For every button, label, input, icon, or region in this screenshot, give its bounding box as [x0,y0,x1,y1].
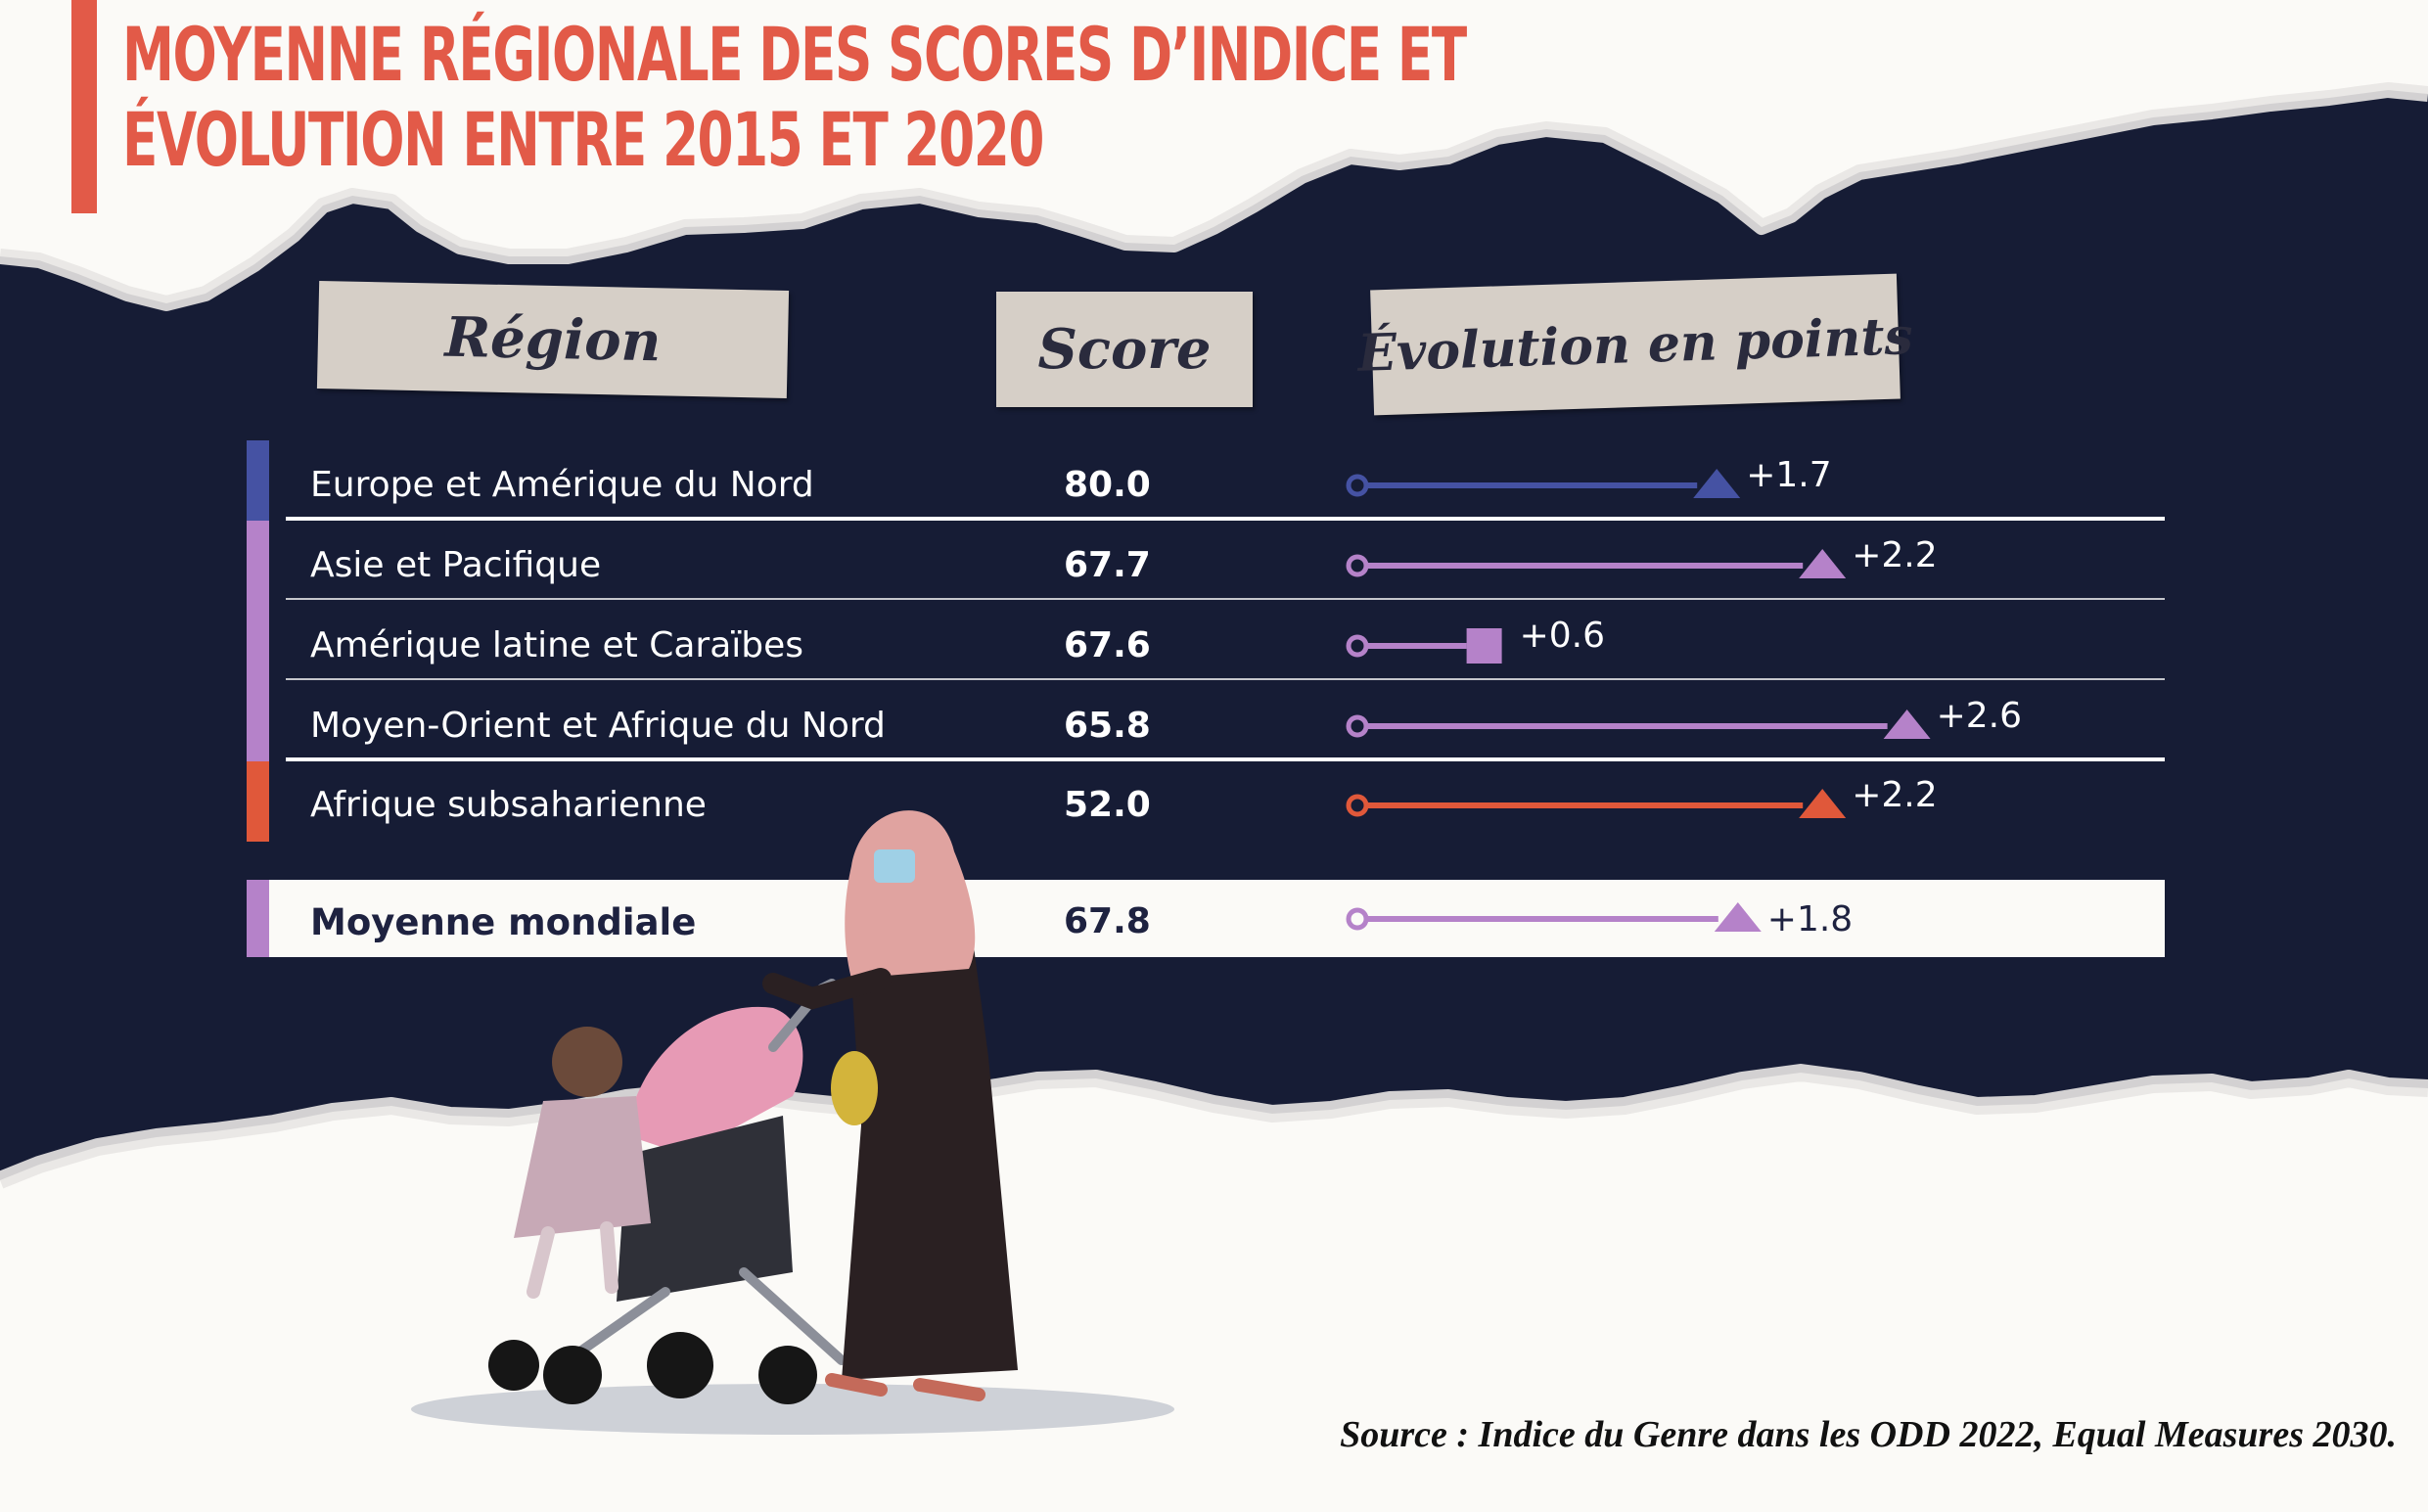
title-accent-bar [71,0,97,213]
world-average-accent [247,880,269,957]
torn-edge-bottom [0,1064,2428,1189]
evolution-start-dot [1346,474,1369,497]
score-value: 80.0 [1064,465,1151,505]
mother-hijab [845,810,976,979]
evolution-triangle-marker [1799,549,1847,578]
row-accent-bar [247,440,269,521]
evolution-triangle-marker [1883,710,1931,739]
score-value: 67.6 [1064,625,1151,665]
world-average-row [247,880,2165,957]
world-evolution-triangle-marker [1714,902,1762,932]
evolution-label: +1.7 [1746,455,1832,495]
score-value: 67.7 [1064,545,1151,585]
stroller-wheel-2 [543,1346,602,1404]
evolution-label: +2.2 [1852,775,1938,815]
chart-title-line-2: ÉVOLUTION ENTRE 2015 ET 2020 [122,96,1044,183]
child-legs [527,1221,618,1299]
evolution-start-dot [1346,634,1369,658]
row-accent-bar [247,761,269,842]
torn-edge-top [0,82,2428,311]
row-accent-bar [247,521,269,761]
evolution-triangle-marker [1799,789,1847,818]
score-value: 52.0 [1064,785,1151,825]
evolution-start-dot [1346,794,1369,817]
column-header-score: Score [996,292,1253,407]
world-average-label: Moyenne mondiale [310,901,697,943]
region-label: Asie et Pacifique [310,545,602,585]
source-note: Source : Indice du Genre dans les ODD 20… [1340,1414,2397,1455]
evolution-start-dot [1346,554,1369,577]
evolution-label: +2.2 [1852,535,1938,575]
stroller-wheel-1 [488,1340,539,1391]
region-label: Amérique latine et Caraïbes [310,625,804,665]
evolution-label: +2.6 [1936,696,2023,736]
mother-handbag [831,1051,878,1125]
stroller-seat [617,1116,793,1302]
mother-dress [842,910,1018,1380]
column-header-score-text: Score [1037,317,1212,382]
stroller-wheel-3 [647,1332,713,1398]
mother-arm [762,968,892,1010]
child-dress [514,1096,651,1238]
evolution-square-marker [1466,628,1502,664]
stroller-canopy [626,1006,803,1155]
world-average-score: 67.8 [1064,901,1151,941]
evolution-triangle-marker [1693,469,1741,498]
region-label: Europe et Amérique du Nord [310,465,814,505]
chart-title-line-1: MOYENNE RÉGIONALE DES SCORES D’INDICE ET [122,11,1467,98]
stroller-wheel-4 [758,1346,817,1404]
world-average-delta: +1.8 [1766,899,1854,939]
region-label: Moyen-Orient et Afrique du Nord [310,706,886,746]
evolution-start-dot [1346,714,1369,738]
region-label: Afrique subsaharienne [310,785,707,825]
child-head [552,1027,622,1097]
mother-face-mask [874,849,915,883]
score-value: 65.8 [1064,706,1151,746]
mother-shoes [825,1373,985,1401]
world-evolution-start-dot [1346,907,1369,931]
evolution-label: +0.6 [1519,616,1606,656]
